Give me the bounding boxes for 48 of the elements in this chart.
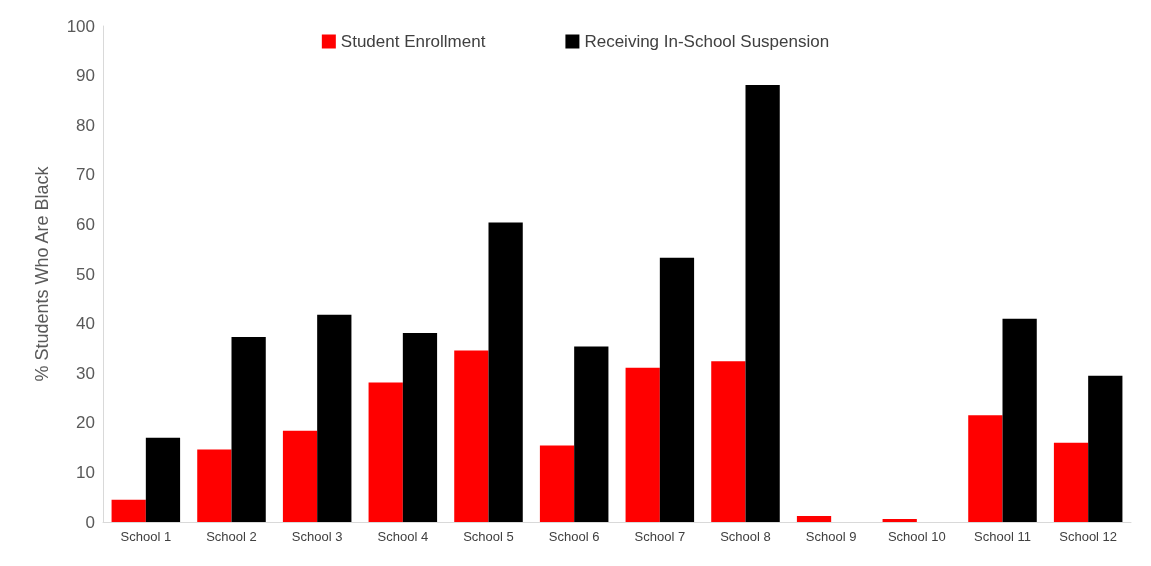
x-tick-label: School 7: [634, 529, 686, 544]
x-tick-label: School 8: [720, 529, 771, 544]
bar: [111, 499, 146, 522]
bar: [402, 333, 438, 522]
x-tick-label: School 11: [974, 529, 1031, 544]
y-tick-label: 30: [76, 363, 95, 383]
legend-label: Receiving In-School Suspension: [584, 32, 830, 51]
y-tick-label: 70: [76, 165, 95, 185]
y-tick-label: 40: [76, 314, 95, 334]
bar: [1088, 375, 1123, 522]
x-tick-label: School 10: [887, 529, 946, 544]
bar: [882, 519, 917, 522]
bar: [454, 350, 489, 522]
y-tick-label: 50: [76, 264, 95, 284]
x-tick-label: School 9: [805, 529, 857, 544]
bar: [625, 367, 660, 522]
x-tick-label: School 5: [463, 529, 514, 544]
bar: [368, 382, 403, 522]
bar: [711, 361, 746, 522]
y-tick-label: 100: [66, 16, 95, 36]
bar: [659, 257, 695, 522]
y-tick-label: 0: [85, 512, 95, 532]
x-tick-label: School 3: [291, 529, 343, 544]
bar: [145, 437, 181, 522]
bar: [574, 346, 609, 522]
y-tick-label: 90: [76, 66, 95, 86]
x-tick-label: School 6: [548, 529, 600, 544]
x-tick-label: School 12: [1059, 529, 1118, 544]
bar: [488, 222, 523, 522]
bar: [282, 430, 318, 522]
bar: [317, 314, 352, 522]
y-tick-label: 20: [76, 413, 95, 433]
bar: [197, 449, 232, 522]
bar: [968, 415, 1003, 522]
bar: [539, 445, 575, 522]
bar: [745, 85, 780, 522]
y-tick-label: 10: [76, 462, 95, 482]
x-tick-label: School 2: [206, 529, 257, 544]
x-tick-label: School 1: [120, 529, 172, 544]
bar: [1053, 442, 1089, 522]
y-tick-label: 60: [76, 214, 95, 234]
x-tick-label: School 4: [377, 529, 429, 544]
y-tick-label: 80: [76, 115, 95, 135]
bar: [1002, 318, 1037, 522]
y-axis-title: % Students Who Are Black: [32, 165, 52, 382]
bar: [796, 516, 832, 522]
bar: [231, 336, 266, 522]
legend-label: Student Enrollment: [340, 32, 486, 51]
